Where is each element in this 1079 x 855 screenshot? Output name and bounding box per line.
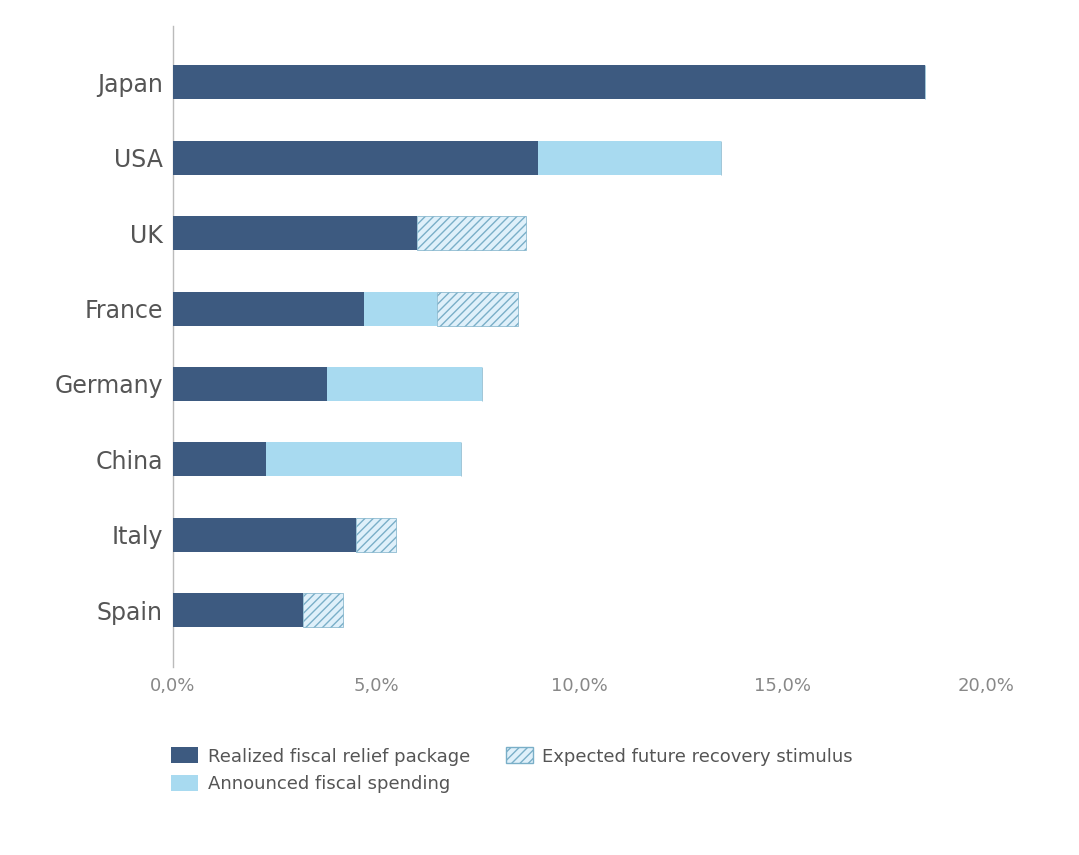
Bar xyxy=(303,593,343,628)
Bar xyxy=(173,593,303,628)
Bar xyxy=(437,292,518,326)
Bar xyxy=(173,141,538,174)
Bar xyxy=(416,216,527,250)
Bar xyxy=(173,367,327,401)
Bar xyxy=(267,443,461,476)
Bar xyxy=(327,367,481,401)
Bar xyxy=(173,65,925,99)
Bar xyxy=(538,141,722,174)
Bar xyxy=(364,292,437,326)
Bar xyxy=(173,518,356,551)
Bar xyxy=(173,216,416,250)
Legend: Realized fiscal relief package, Announced fiscal spending, Expected future recov: Realized fiscal relief package, Announce… xyxy=(164,740,860,800)
Bar xyxy=(356,518,396,551)
Bar xyxy=(173,443,267,476)
Bar xyxy=(173,292,364,326)
